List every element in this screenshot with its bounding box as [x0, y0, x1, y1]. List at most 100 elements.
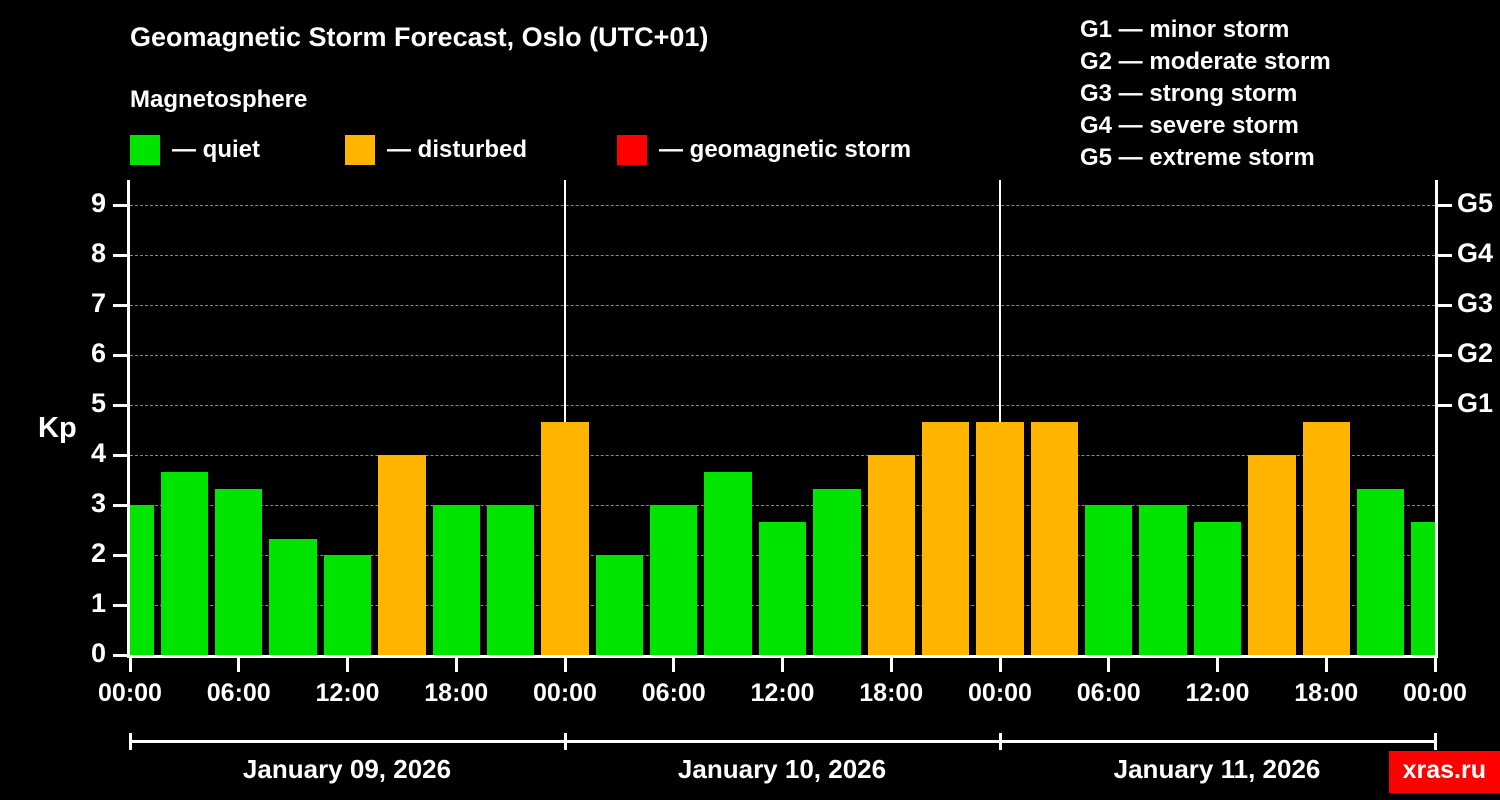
kp-bar	[486, 505, 535, 655]
disturbed-swatch	[345, 135, 375, 165]
x-axis-tick	[1216, 658, 1219, 672]
x-axis-line	[127, 655, 1438, 658]
kp-bar	[269, 538, 317, 655]
y-tick-label: 0	[90, 638, 106, 668]
kp-bar	[1193, 521, 1242, 655]
kp-bar	[867, 455, 915, 655]
x-axis-tick	[1324, 658, 1328, 672]
g-axis-label: G1	[1457, 388, 1494, 418]
kp-bar	[1302, 421, 1350, 655]
x-tick-label: 06:00	[206, 679, 271, 707]
g-legend-line-g1: G1 — minor storm	[1080, 16, 1290, 43]
g-legend-line-g4: G4 — severe storm	[1080, 112, 1299, 139]
kp-bar	[378, 455, 426, 655]
x-axis-tick	[346, 658, 349, 672]
gridline	[130, 254, 1435, 256]
gridline	[130, 354, 1435, 356]
date-label-day2: January 10, 2026	[677, 754, 887, 784]
quiet-swatch	[130, 135, 160, 165]
chart-subtitle: Magnetosphere	[130, 86, 308, 113]
kp-bar	[160, 471, 209, 655]
kp-bar	[541, 421, 589, 655]
plot-area	[130, 180, 1435, 655]
x-tick-label: 00:00	[98, 679, 162, 707]
x-tick-label: 18:00	[859, 679, 924, 707]
right-axis-line	[1435, 180, 1438, 658]
y-axis-tick	[113, 203, 127, 207]
y-axis-tick	[113, 403, 127, 407]
kp-bar	[215, 488, 263, 655]
x-axis-tick	[563, 658, 567, 672]
kp-bar	[595, 555, 644, 655]
x-axis-tick	[454, 658, 458, 672]
x-tick-label: 12:00	[750, 679, 815, 707]
kp-bar	[1356, 488, 1405, 655]
y-axis-tick	[113, 453, 127, 457]
y-tick-label: 7	[90, 288, 106, 318]
chart-title: Geomagnetic Storm Forecast, Oslo (UTC+01…	[130, 22, 709, 52]
g-axis-label: G5	[1457, 188, 1494, 218]
kp-bar	[813, 488, 861, 655]
legend-label-disturbed: — disturbed	[387, 136, 528, 163]
x-tick-label: 12:00	[315, 679, 380, 707]
g-axis-tick	[1438, 353, 1452, 357]
legend-item-storm: — geomagnetic storm	[617, 133, 911, 167]
date-label-day3: January 11, 2026	[1113, 754, 1321, 784]
kp-bar	[976, 421, 1024, 655]
kp-bar	[704, 471, 752, 655]
gridline	[130, 304, 1435, 306]
y-tick-label: 4	[90, 438, 106, 468]
gridline	[130, 404, 1435, 406]
day-boundary-line	[564, 180, 566, 655]
x-axis-tick	[889, 658, 893, 672]
x-tick-label: 06:00	[1076, 679, 1141, 707]
y-tick-label: 8	[90, 238, 106, 268]
day-bracket-tick	[1433, 733, 1437, 750]
kp-bar	[1139, 505, 1187, 655]
g-scale-legend: G1 — minor storm G2 — moderate storm G3 …	[1080, 14, 1331, 174]
gridline	[130, 454, 1435, 456]
kp-bar	[1030, 421, 1079, 655]
x-axis-tick	[672, 658, 676, 672]
gridline	[130, 204, 1435, 206]
kp-bar	[432, 505, 480, 655]
day-bracket-line	[130, 740, 1435, 743]
y-tick-label: 5	[90, 388, 106, 418]
y-tick-label: 3	[90, 488, 106, 518]
day-boundary-line	[999, 180, 1001, 655]
g-axis-tick	[1438, 203, 1452, 207]
legend-item-quiet: — quiet	[130, 133, 260, 167]
y-axis-title: Kp	[38, 412, 77, 444]
y-axis-tick	[113, 503, 127, 507]
y-axis-line	[127, 180, 130, 658]
x-axis-tick	[1107, 658, 1111, 672]
kp-bar	[1085, 505, 1133, 655]
g-axis-tick	[1438, 253, 1452, 257]
g-legend-line-g5: G5 — extreme storm	[1080, 144, 1315, 171]
x-tick-label: 18:00	[424, 679, 489, 707]
legend-item-disturbed: — disturbed	[345, 133, 527, 167]
gridline	[130, 504, 1435, 506]
x-tick-label: 06:00	[641, 679, 706, 707]
xras-watermark: xras.ru	[1388, 751, 1500, 793]
x-axis-tick	[237, 658, 241, 672]
g-legend-line-g3: G3 — strong storm	[1080, 80, 1298, 107]
x-tick-label: 18:00	[1294, 679, 1359, 707]
x-axis-tick	[998, 658, 1002, 672]
legend-label-storm: — geomagnetic storm	[659, 136, 912, 163]
x-axis-tick	[128, 658, 132, 672]
kp-bar	[758, 521, 807, 655]
x-tick-label: 00:00	[968, 679, 1032, 707]
y-axis-tick	[113, 303, 127, 307]
kp-bar	[323, 555, 372, 655]
g-axis-label: G4	[1457, 238, 1494, 268]
g-axis-tick	[1438, 303, 1452, 307]
kp-bar	[130, 505, 154, 655]
y-axis-tick	[113, 603, 127, 607]
y-axis-tick	[113, 653, 127, 657]
y-axis-tick	[113, 553, 127, 557]
g-axis-label: G3	[1457, 288, 1494, 318]
g-legend-line-g2: G2 — moderate storm	[1080, 48, 1331, 75]
kp-bar	[921, 421, 970, 655]
